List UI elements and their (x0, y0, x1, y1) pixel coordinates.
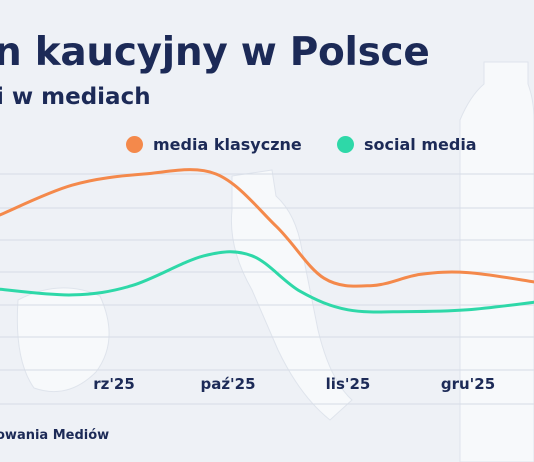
x-tick-label: gru'25 (441, 375, 495, 393)
bottle-shape (459, 61, 534, 462)
crumpled-bottle-shape (230, 169, 353, 421)
chart-subtitle: i w mediach (0, 84, 151, 110)
legend-label: social media (364, 134, 477, 154)
source-note: owania Mediów (0, 428, 110, 443)
series-line-social-media (0, 250, 534, 314)
crushed-bottle-shape (16, 287, 110, 393)
grid (0, 173, 534, 405)
x-tick-label: rz'25 (93, 375, 135, 393)
plot-area (0, 168, 534, 314)
x-tick-label: paź'25 (200, 375, 255, 393)
legend-label: media klasyczne (153, 134, 302, 154)
x-tick-label: lis'25 (326, 375, 371, 393)
legend-item-social-media: social media (337, 133, 477, 155)
legend-marker (126, 135, 143, 153)
x-axis: rz'25 paź'25 lis'25 gru'25 (93, 375, 495, 393)
background-bottles (16, 61, 534, 462)
chart-title: n kaucyjny w Polsce (0, 30, 430, 75)
legend-marker (337, 135, 354, 153)
series-line-media-klasyczne (0, 168, 534, 288)
legend-item-media-klasyczne: media klasyczne (126, 133, 302, 155)
